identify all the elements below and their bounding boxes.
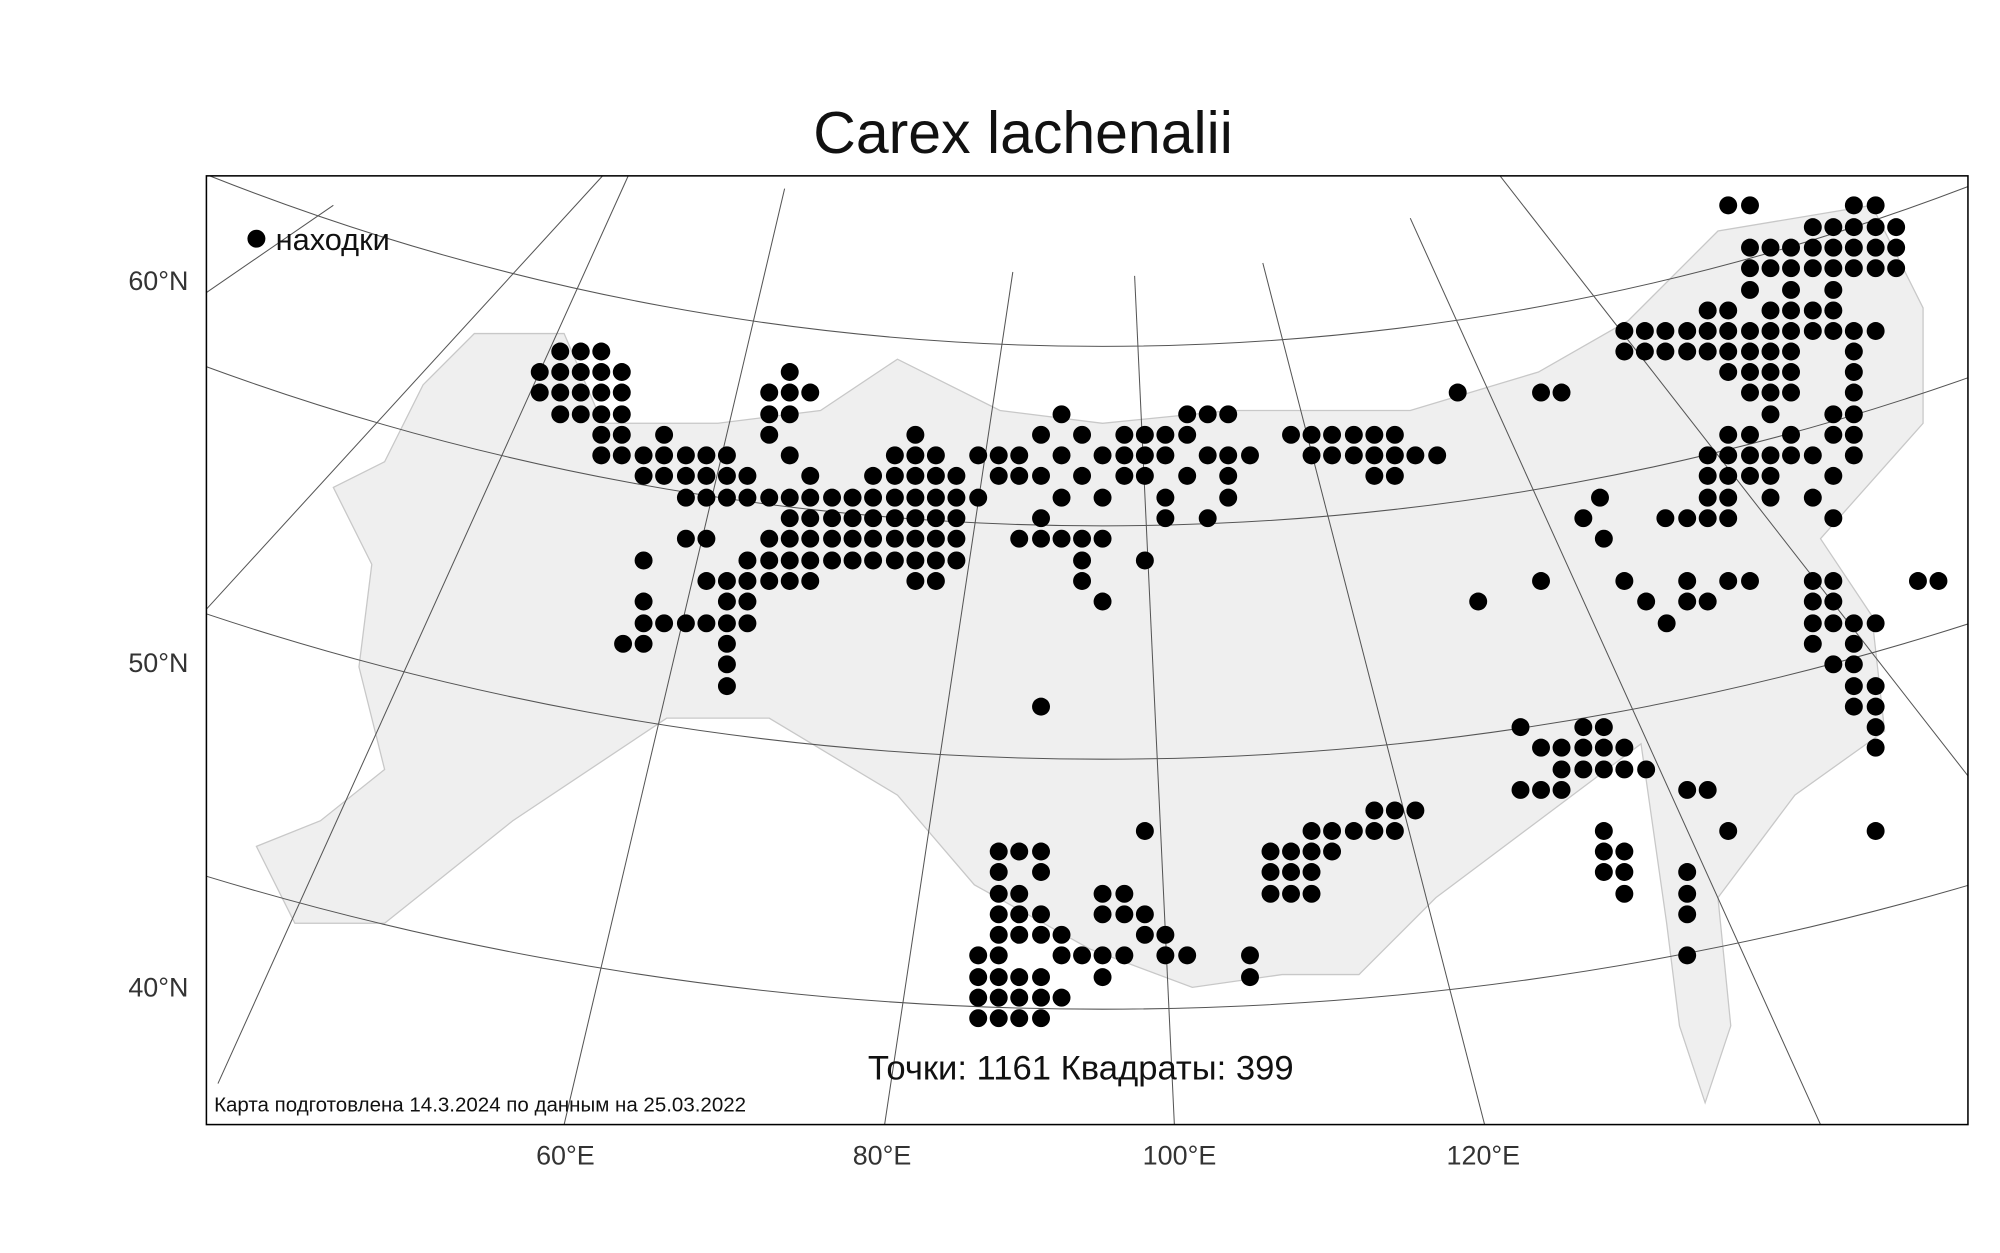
lat-label: 40°N xyxy=(128,972,188,1002)
lon-label: 80°E xyxy=(853,1140,912,1170)
legend-marker xyxy=(247,229,266,248)
lon-label: 60°E xyxy=(536,1140,595,1170)
legend-label: находки xyxy=(276,222,390,257)
lat-label: 50°N xyxy=(128,648,188,678)
lon-label: 120°E xyxy=(1447,1140,1521,1170)
stats: Точки: 1161 Квадраты: 399 xyxy=(868,1050,1294,1088)
lon-label: 100°E xyxy=(1143,1140,1217,1170)
footer: Карта подготовлена 14.3.2024 по данным н… xyxy=(214,1094,746,1117)
lat-label: 60°N xyxy=(128,266,188,296)
title: Carex lachenalii xyxy=(813,101,1233,166)
frame xyxy=(205,175,1969,1126)
